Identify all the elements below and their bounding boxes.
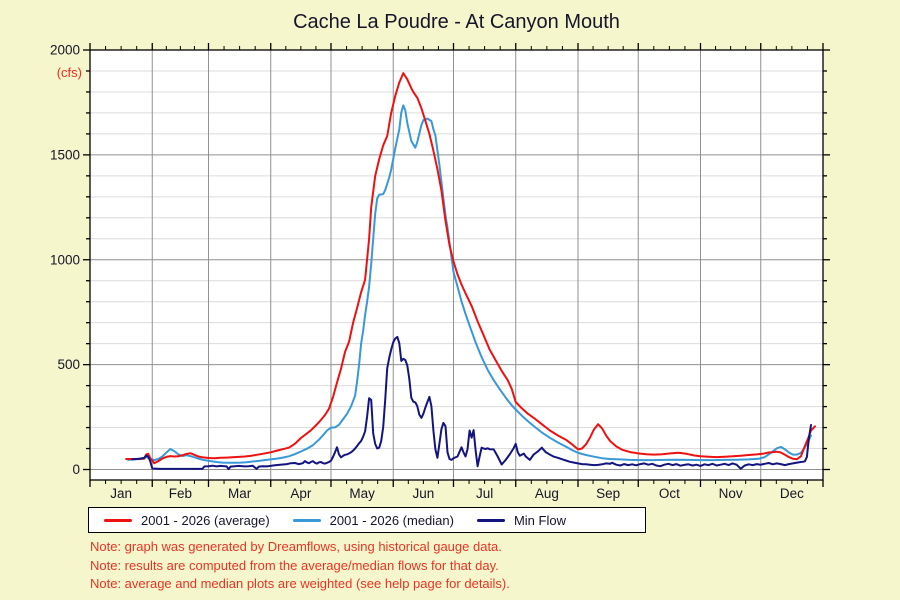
legend-label-average: 2001 - 2026 (average)	[141, 512, 270, 528]
series-1	[127, 104, 812, 464]
series-0	[125, 72, 816, 465]
note-line-3: Note: average and median plots are weigh…	[90, 576, 510, 591]
series-2	[131, 335, 812, 471]
svg-text:0: 0	[72, 462, 80, 477]
svg-text:Mar: Mar	[228, 486, 252, 501]
note-line-2: Note: results are computed from the aver…	[90, 557, 499, 573]
legend-item-average: 2001 - 2026 (average)	[104, 513, 270, 528]
svg-text:Jun: Jun	[412, 486, 434, 501]
svg-text:Feb: Feb	[169, 486, 192, 501]
svg-text:Jul: Jul	[476, 486, 493, 501]
legend-label-minflow: Min Flow	[513, 512, 566, 528]
svg-text:Jan: Jan	[110, 486, 132, 501]
svg-text:Oct: Oct	[659, 486, 680, 501]
page-title: Cache La Poudre - At Canyon Mouth	[293, 11, 620, 33]
legend: 2001 - 2026 (average) 2001 - 2026 (media…	[88, 507, 646, 533]
svg-text:Nov: Nov	[719, 486, 743, 501]
svg-text:500: 500	[57, 357, 80, 372]
average-line-icon	[104, 518, 132, 522]
legend-item-median: 2001 - 2026 (median)	[292, 512, 454, 528]
footer-notes: Note: graph was generated by Dreamflows,…	[90, 538, 510, 594]
svg-text:May: May	[349, 486, 375, 501]
minflow-line-icon	[476, 518, 505, 522]
svg-text:1500: 1500	[50, 147, 80, 162]
median-line-icon	[292, 518, 321, 522]
y-axis-unit-label: (cfs)	[56, 65, 82, 80]
svg-text:Dec: Dec	[780, 486, 804, 501]
legend-label-median: 2001 - 2026 (median)	[329, 512, 454, 528]
svg-text:Aug: Aug	[535, 486, 559, 501]
svg-text:Apr: Apr	[290, 486, 312, 501]
svg-text:Sep: Sep	[596, 486, 620, 501]
svg-text:2000: 2000	[50, 43, 80, 58]
svg-text:1000: 1000	[50, 252, 80, 267]
legend-item-minflow: Min Flow	[476, 512, 566, 528]
note-line-1: Note: graph was generated by Dreamflows,…	[90, 539, 502, 554]
